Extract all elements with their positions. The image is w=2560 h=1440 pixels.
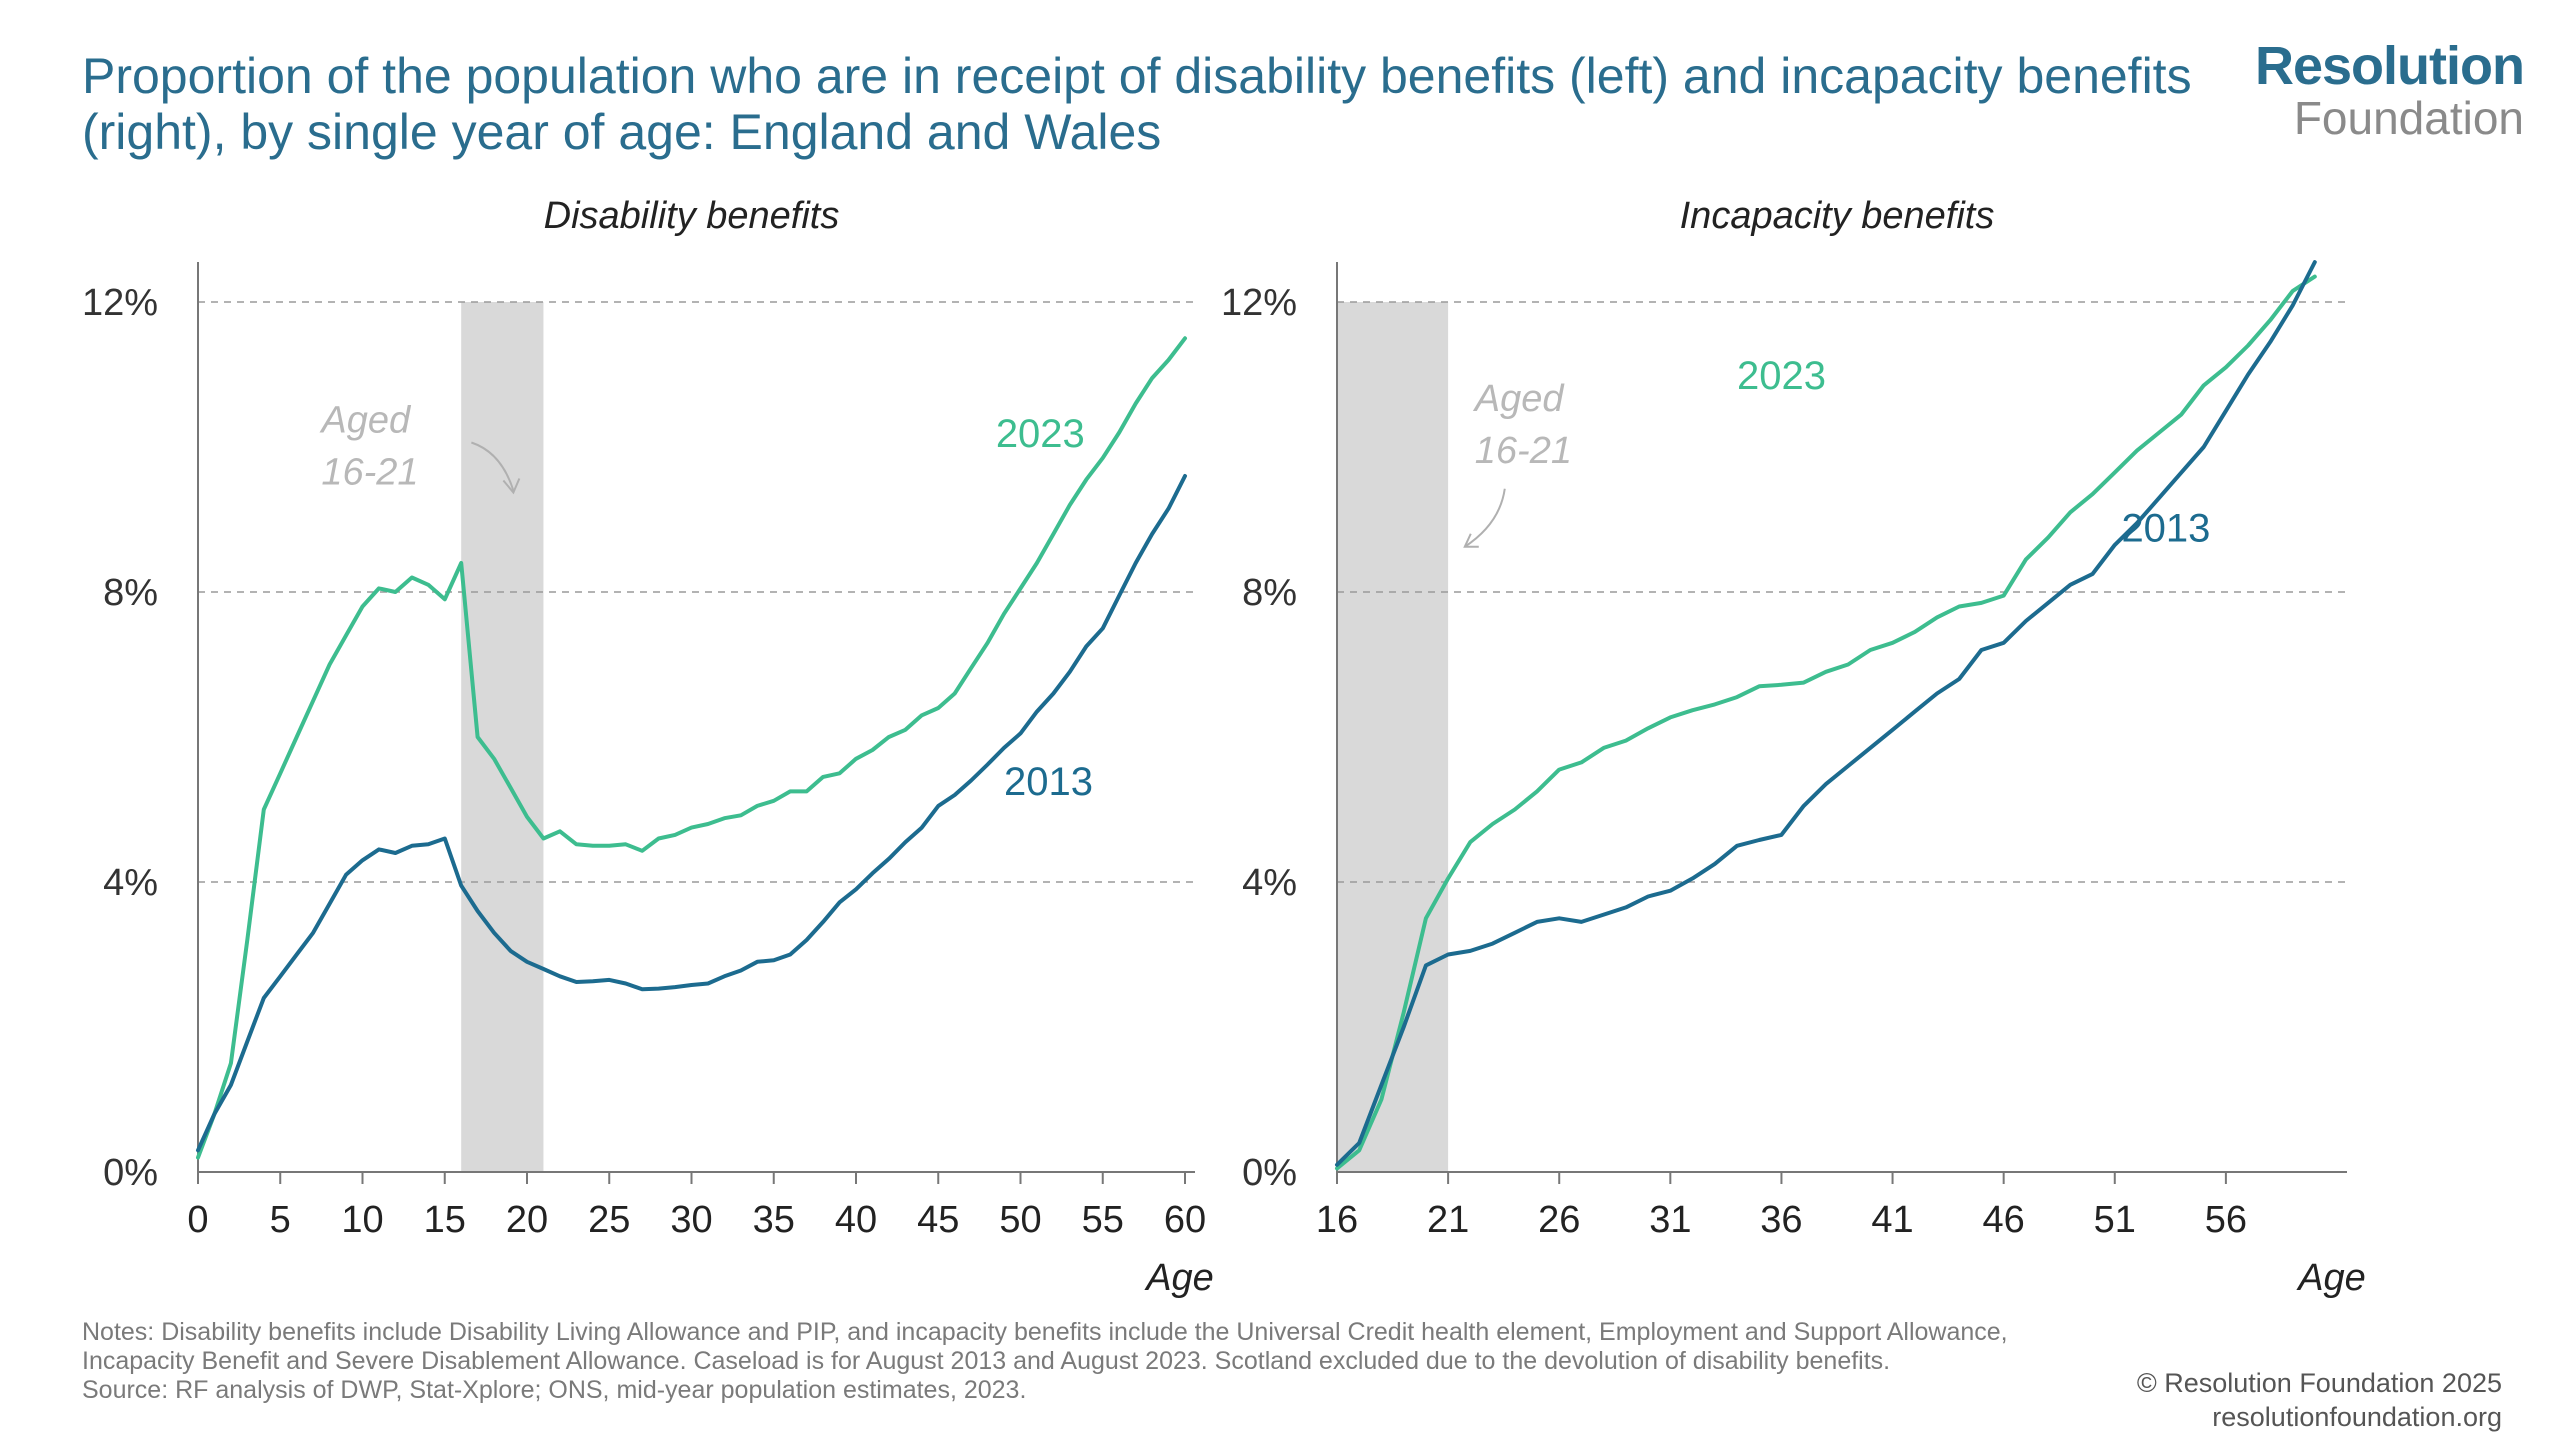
panel2-x-tick-label: 31 [1649,1199,1691,1241]
copyright-block: © Resolution Foundation 2025 resolutionf… [2137,1366,2502,1434]
panel1-series-2023-line [196,336,1187,1160]
source-text: Source: RF analysis of DWP, Stat-Xplore;… [82,1376,1027,1404]
panel1-x-tick-label: 45 [917,1199,959,1241]
panel2-x-tick-label: 56 [2205,1199,2247,1241]
panel2-x-tick-label: 16 [1316,1199,1358,1241]
panel1-shaded-age-band [461,302,544,1172]
panel2-x-tick-label: 36 [1760,1199,1802,1241]
panel1-title: Disability benefits [544,195,840,237]
panel1-x-tick-label: 35 [753,1199,795,1241]
panel1-x-axis-label: Age [1144,1257,1214,1299]
charts-canvas: Disability benefits 0% 4% 8% 12% 0 5 10 15 20 25 30… [82,195,2366,1299]
panel1-y-tick-label: 4% [103,862,158,904]
panel1-y-tick-label: 0% [103,1152,158,1194]
panel2-y-tick-label: 4% [1242,862,1297,904]
panel2-annotation-arrowhead [1463,533,1479,548]
panel1-x-tick-label: 30 [670,1199,712,1241]
panel1-x-tick-label: 0 [187,1199,208,1241]
logo-wordmark-bottom: Foundation [2293,92,2524,144]
panel2-annotation-arrow [1464,488,1506,548]
resolution-foundation-logo: Resolution Foundation [2255,36,2525,144]
panel2-annotation-line: 16-21 [1475,430,1572,472]
panel2-y-tick-label: 0% [1242,1152,1297,1194]
panel1-x-tick-label: 15 [424,1199,466,1241]
panel1-y-tick-label: 12% [82,282,158,324]
panel2-series-2023-line [1335,274,2317,1171]
panel2-x-tick-label: 46 [1983,1199,2025,1241]
website-text: resolutionfoundation.org [2212,1402,2502,1432]
panel1-annotation-arrowhead [502,478,521,495]
panel2-x-tick-label: 41 [1871,1199,1913,1241]
notes-block: Notes: Disability benefits include Disab… [82,1318,2082,1405]
panel2-y-tick-label: 8% [1242,572,1297,614]
panel1-x-tick-label: 5 [270,1199,291,1241]
panel1-series-2023-label: 2023 [996,412,1085,456]
panel2-annotation-line: Aged [1473,378,1566,420]
panel2-series-2013-label: 2013 [2121,506,2210,550]
panel1-x-tick-label: 10 [341,1199,383,1241]
panel2-x-tick-label: 26 [1538,1199,1580,1241]
panel2-title: Incapacity benefits [1680,195,1995,237]
panel1-series-2013-line [196,474,1187,1153]
panel1-x-tick-label: 25 [588,1199,630,1241]
logo-wordmark-top: Resolution [2255,36,2525,96]
panel1-x-tick-label: 50 [999,1199,1041,1241]
chart-title: Proportion of the population who are in … [82,48,2192,160]
copyright-text: © Resolution Foundation 2025 [2136,1368,2502,1398]
panel2-y-tick-label: 12% [1221,282,1297,324]
panel1-annotation-line: 16-21 [321,452,418,494]
panel1-series-2013-label: 2013 [1004,760,1093,804]
panel1-x-tick-label: 55 [1082,1199,1124,1241]
panel2-shaded-age-band [1337,302,1449,1172]
panel1-y-tick-label: 8% [103,572,158,614]
panel1-annotation-line: Aged [319,400,412,442]
panel1-x-tick-label: 40 [835,1199,877,1241]
panel1-annotation-arrow [471,441,515,491]
panel2-x-axis-label: Age [2296,1257,2366,1299]
panel1-x-tick-label: 20 [506,1199,548,1241]
panel1-x-tick-label: 60 [1164,1199,1206,1241]
notes-text: Notes: Disability benefits include Disab… [82,1318,2008,1375]
panel2-series-2013-line [1335,260,2317,1167]
panel2-series-2023-label: 2023 [1737,354,1826,398]
panel2-x-tick-label: 21 [1427,1199,1469,1241]
panel2-x-tick-label: 51 [2094,1199,2136,1241]
